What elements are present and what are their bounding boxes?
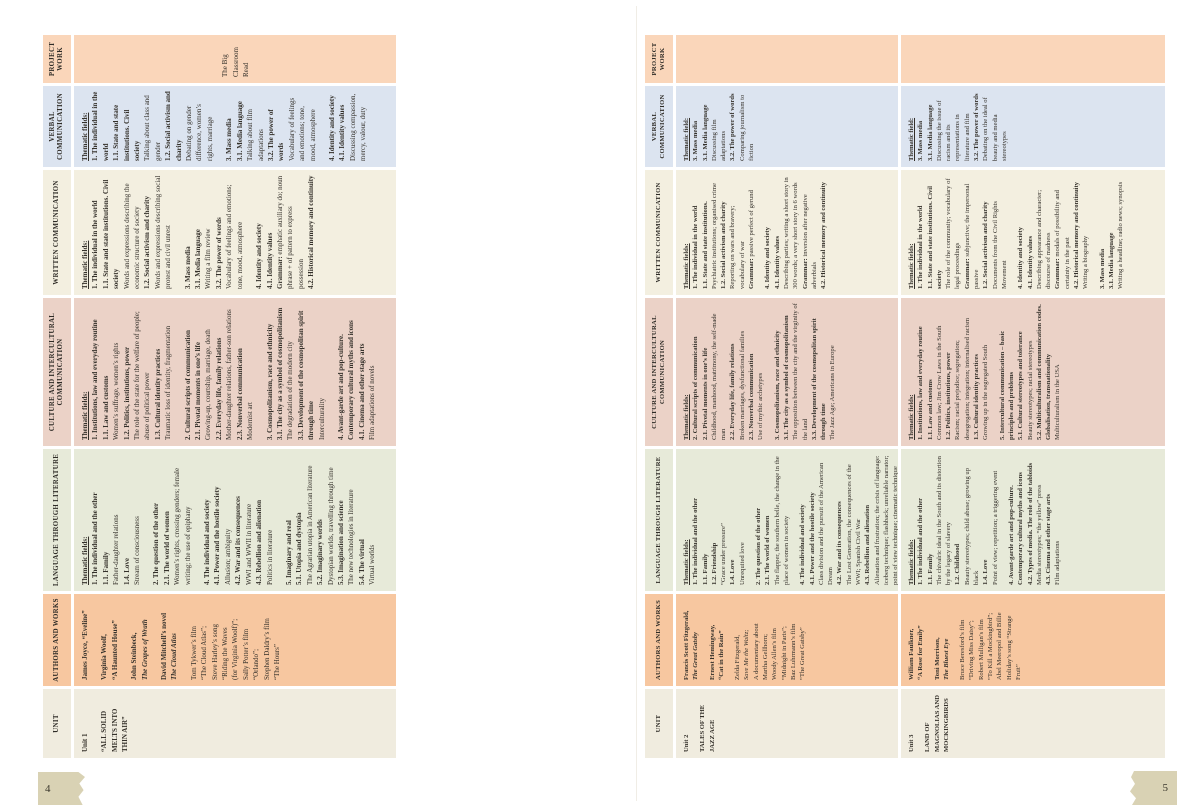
unit2-authors-cell: Francis Scott Fitzgerald, The Great Gatsb…: [676, 594, 898, 686]
column-header-language: LANGUAGE THROUGH LITERATURE: [645, 449, 673, 591]
column-header-authors: AUTHORS AND WORKS: [645, 594, 673, 686]
unit3-project-cell: [901, 35, 1165, 83]
unit1-culture-cell: Thematic fields: 1. Institutions, law and…: [74, 298, 396, 446]
column-header-written: WRITTEN COMMUNICATION: [43, 170, 71, 295]
page-number-tab-left: 4: [38, 772, 85, 805]
column-header-verbal: VERBAL COMMUNICATION: [43, 86, 71, 167]
unit3-written-cell: Thematic fields: 1. The individual in the…: [901, 170, 1165, 295]
unit1-project-cell: The Big Classroom Read: [74, 35, 396, 83]
page-number-tab-right: 5: [1130, 771, 1177, 805]
page-number: 5: [1162, 782, 1169, 794]
column-header-unit: UNIT: [43, 689, 71, 758]
right-page-table: UNIT AUTHORS AND WORKS LANGUAGE THROUGH …: [645, 35, 1165, 758]
unit3-culture-cell: Thematic fields: 1. Institutions, law and…: [901, 298, 1165, 446]
unit3-verbal-cell: Thematic field: 3. Mass media 3.1. Media l…: [901, 86, 1165, 167]
column-header-unit: UNIT: [645, 689, 673, 758]
unit1-language-cell: Thematic fields: 1. The individual and th…: [74, 449, 396, 591]
column-header-project: PROJECT WORK: [645, 35, 673, 83]
unit2-project-cell: [676, 35, 898, 83]
unit2-verbal-cell: Thematic field: 3. Mass media 3.1. Media l…: [676, 86, 898, 167]
unit2-language-cell: Thematic fields: 1. The individual and th…: [676, 449, 898, 591]
unit3-language-cell: Thematic fields: 1. The individual and th…: [901, 449, 1165, 591]
unit1-written-cell: Thematic fields: 1. The individual in the…: [74, 170, 396, 295]
unit3-authors-cell: William Faulkner, “A Rose for Emily” Toni …: [901, 594, 1165, 686]
page-gutter-divider: [636, 6, 637, 801]
column-header-project: PROJECT WORK: [43, 35, 71, 83]
unit2-culture-cell: Thematic fields: 2. Cultural scripts of c…: [676, 298, 898, 446]
column-header-culture: CULTURE AND INTERCULTURAL COMMUNICATION: [43, 298, 71, 446]
column-header-culture: CULTURE AND INTERCULTURAL COMMUNICATION: [645, 298, 673, 446]
left-page-table: UNIT AUTHORS AND WORKS LANGUAGE THROUGH …: [43, 35, 396, 758]
unit1-title-cell: Unit 1 “ALL SOLID MELTS INTO THIN AIR”: [74, 689, 396, 758]
column-header-language: LANGUAGE THROUGH LITERATURE: [43, 449, 71, 591]
unit1-authors-cell: James Joyce, “Eveline” Virginia Woolf, “A …: [74, 594, 396, 686]
column-header-verbal: VERBAL COMMUNICATION: [645, 86, 673, 167]
unit1-verbal-cell: Thematic fields: 1. The individual in the…: [74, 86, 396, 167]
column-header-written: WRITTEN COMMUNICATION: [645, 170, 673, 295]
unit3-title-cell: Unit 3 LAND OF MAGNOLIAS AND MOCKINGBIRDS: [901, 689, 1165, 758]
unit2-written-cell: Thematic fields: 1. The individual in the…: [676, 170, 898, 295]
page-number: 4: [45, 782, 51, 795]
column-header-authors: AUTHORS AND WORKS: [43, 594, 71, 686]
unit2-title-cell: Unit 2 TALES OF THE JAZZ AGE: [676, 689, 898, 758]
